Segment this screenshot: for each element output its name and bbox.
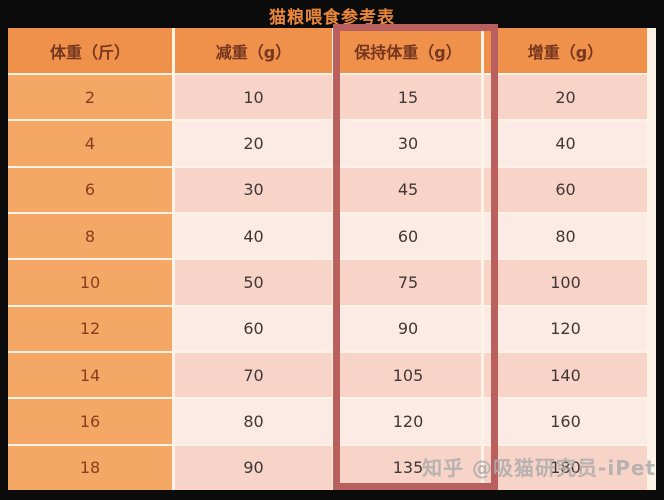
- table-cell: 40: [484, 121, 647, 166]
- table-cell: 90: [335, 306, 481, 351]
- weight-cell: 18: [8, 445, 172, 490]
- table-cell: 10: [175, 75, 332, 120]
- header-cell: 增重（g）: [484, 28, 647, 73]
- table-cell: 160: [484, 399, 647, 444]
- weight-cell: 16: [8, 399, 172, 444]
- table-cell: 120: [484, 306, 647, 351]
- weight-cell: 8: [8, 213, 172, 259]
- table-cell: 140: [484, 352, 647, 398]
- weight-cell: 14: [8, 352, 172, 398]
- header-cell: 保持体重（g）: [335, 28, 481, 73]
- table-cell: 100: [484, 260, 647, 305]
- table-cell: 45: [335, 167, 481, 212]
- page-title: 猫粮喂食参考表: [269, 8, 395, 28]
- table-cell: 50: [175, 260, 332, 305]
- weight-cell: 2: [8, 75, 172, 120]
- table-cell: 60: [175, 306, 332, 351]
- table-cell: 40: [175, 213, 332, 259]
- table-cell: 30: [175, 167, 332, 212]
- table-cell: 20: [175, 121, 332, 166]
- table-cell: 70: [175, 352, 332, 398]
- table-cell: 60: [484, 167, 647, 212]
- weight-cell: 12: [8, 306, 172, 351]
- table-cell: 80: [484, 213, 647, 259]
- table-grid: 体重（斤） 减重（g） 保持体重（g） 增重（g） 2 10 15 20 4 20 30 40 6 30 4…: [8, 28, 656, 490]
- table-cell: 180: [484, 445, 647, 490]
- table-cell: 30: [335, 121, 481, 166]
- header-cell: 减重（g）: [175, 28, 332, 73]
- table-cell: 15: [335, 75, 481, 120]
- feeding-reference-table: 体重（斤） 减重（g） 保持体重（g） 增重（g） 2 10 15 20 4 20 30 40 6 30 4…: [8, 24, 656, 490]
- table-cell: 135: [335, 445, 481, 490]
- table-cell: 80: [175, 399, 332, 444]
- table-cell: 75: [335, 260, 481, 305]
- table-cell: 20: [484, 75, 647, 120]
- watermark: 知乎 @吸猫研究员-iPet: [422, 456, 656, 480]
- weight-cell: 4: [8, 121, 172, 166]
- weight-cell: 6: [8, 167, 172, 212]
- header-cell: 体重（斤）: [8, 28, 172, 73]
- table-cell: 90: [175, 445, 332, 490]
- table-cell: 105: [335, 352, 481, 398]
- table-cell: 60: [335, 213, 481, 259]
- table-cell: 120: [335, 399, 481, 444]
- weight-cell: 10: [8, 260, 172, 305]
